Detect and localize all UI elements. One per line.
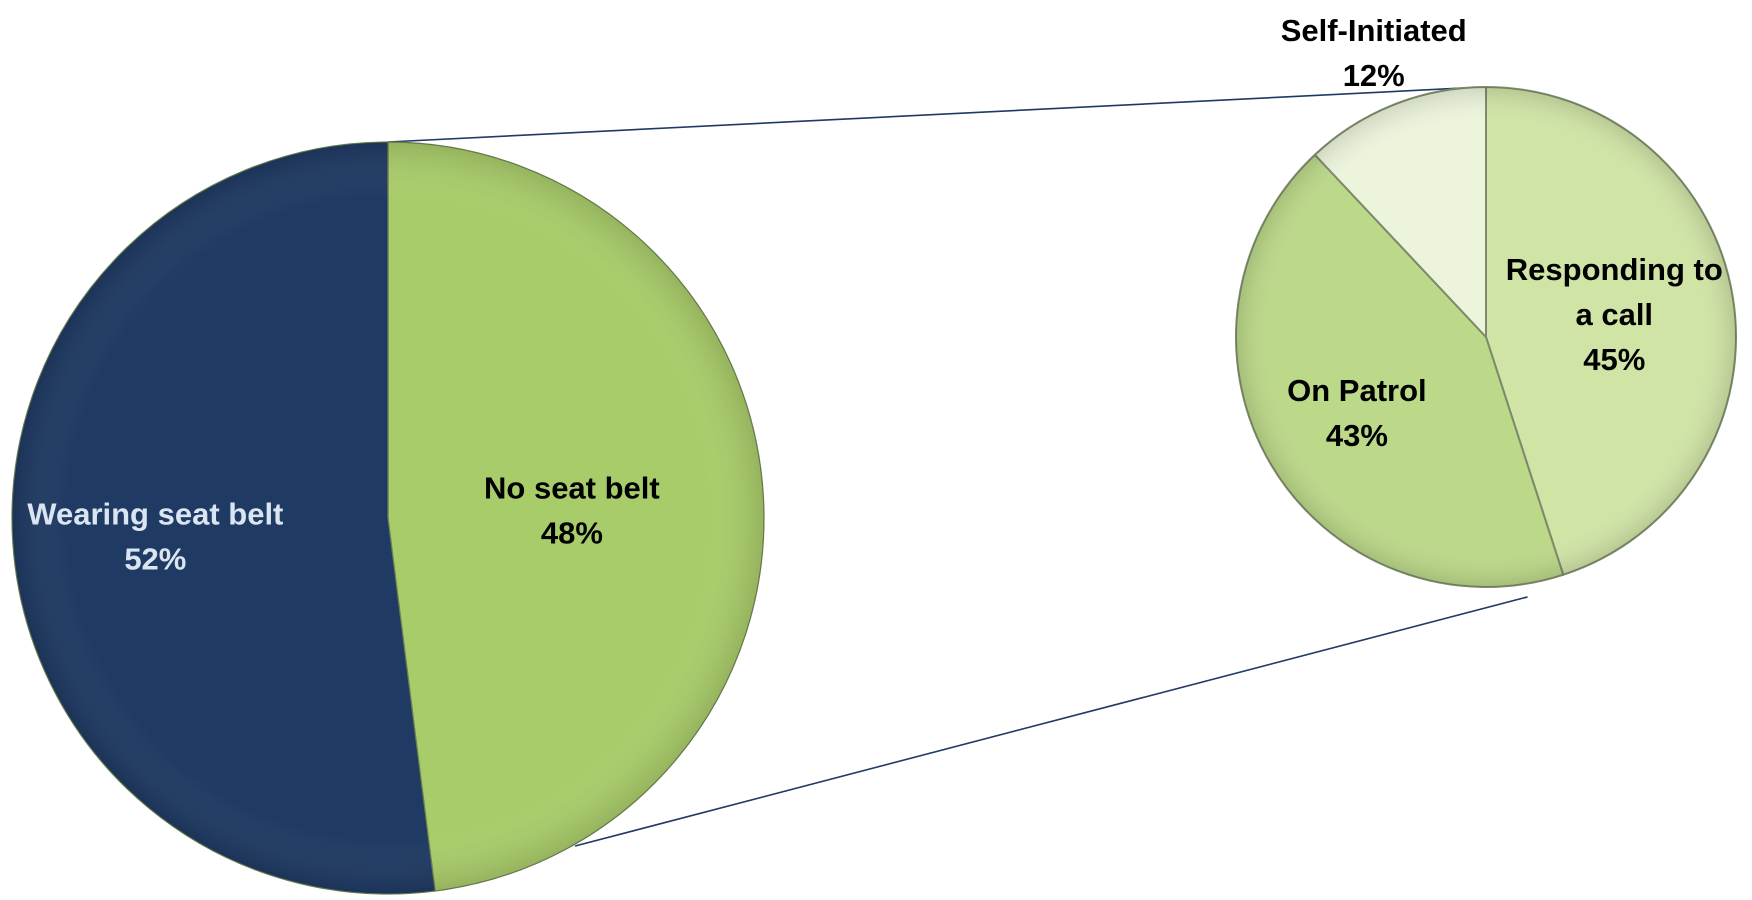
main-slice-value-wearing-seat-belt: 52%	[124, 542, 186, 577]
slice-labels: No seat belt 48% Wearing seat belt 52% Respo…	[27, 13, 1722, 577]
sub-slice-value-self-initiated: 12%	[1343, 58, 1405, 93]
connector-lines	[387, 87, 1528, 847]
connector-top-line	[387, 87, 1465, 143]
sub-slice-value-responding-to-a-call: 45%	[1583, 342, 1645, 377]
main-pie-shading	[12, 142, 764, 894]
sub-pie	[1235, 85, 1737, 588]
sub-slice-label-self-initiated: Self-Initiated	[1281, 13, 1467, 48]
main-pie	[11, 141, 765, 895]
main-slice-label-wearing-seat-belt: Wearing seat belt	[27, 497, 283, 532]
main-slice-value-no-seat-belt: 48%	[541, 515, 603, 550]
main-slice-label-no-seat-belt: No seat belt	[484, 470, 660, 505]
sub-slice-value-on-patrol: 43%	[1326, 418, 1388, 453]
sub-pie-shading	[1236, 87, 1736, 587]
sub-slice-label-on-patrol: On Patrol	[1287, 373, 1427, 408]
sub-slice-label-responding-to-a-call: Responding to	[1506, 252, 1723, 287]
sub-slice-label-responding-to-a-call: a call	[1575, 297, 1653, 332]
connector-bottom-line	[574, 596, 1528, 847]
